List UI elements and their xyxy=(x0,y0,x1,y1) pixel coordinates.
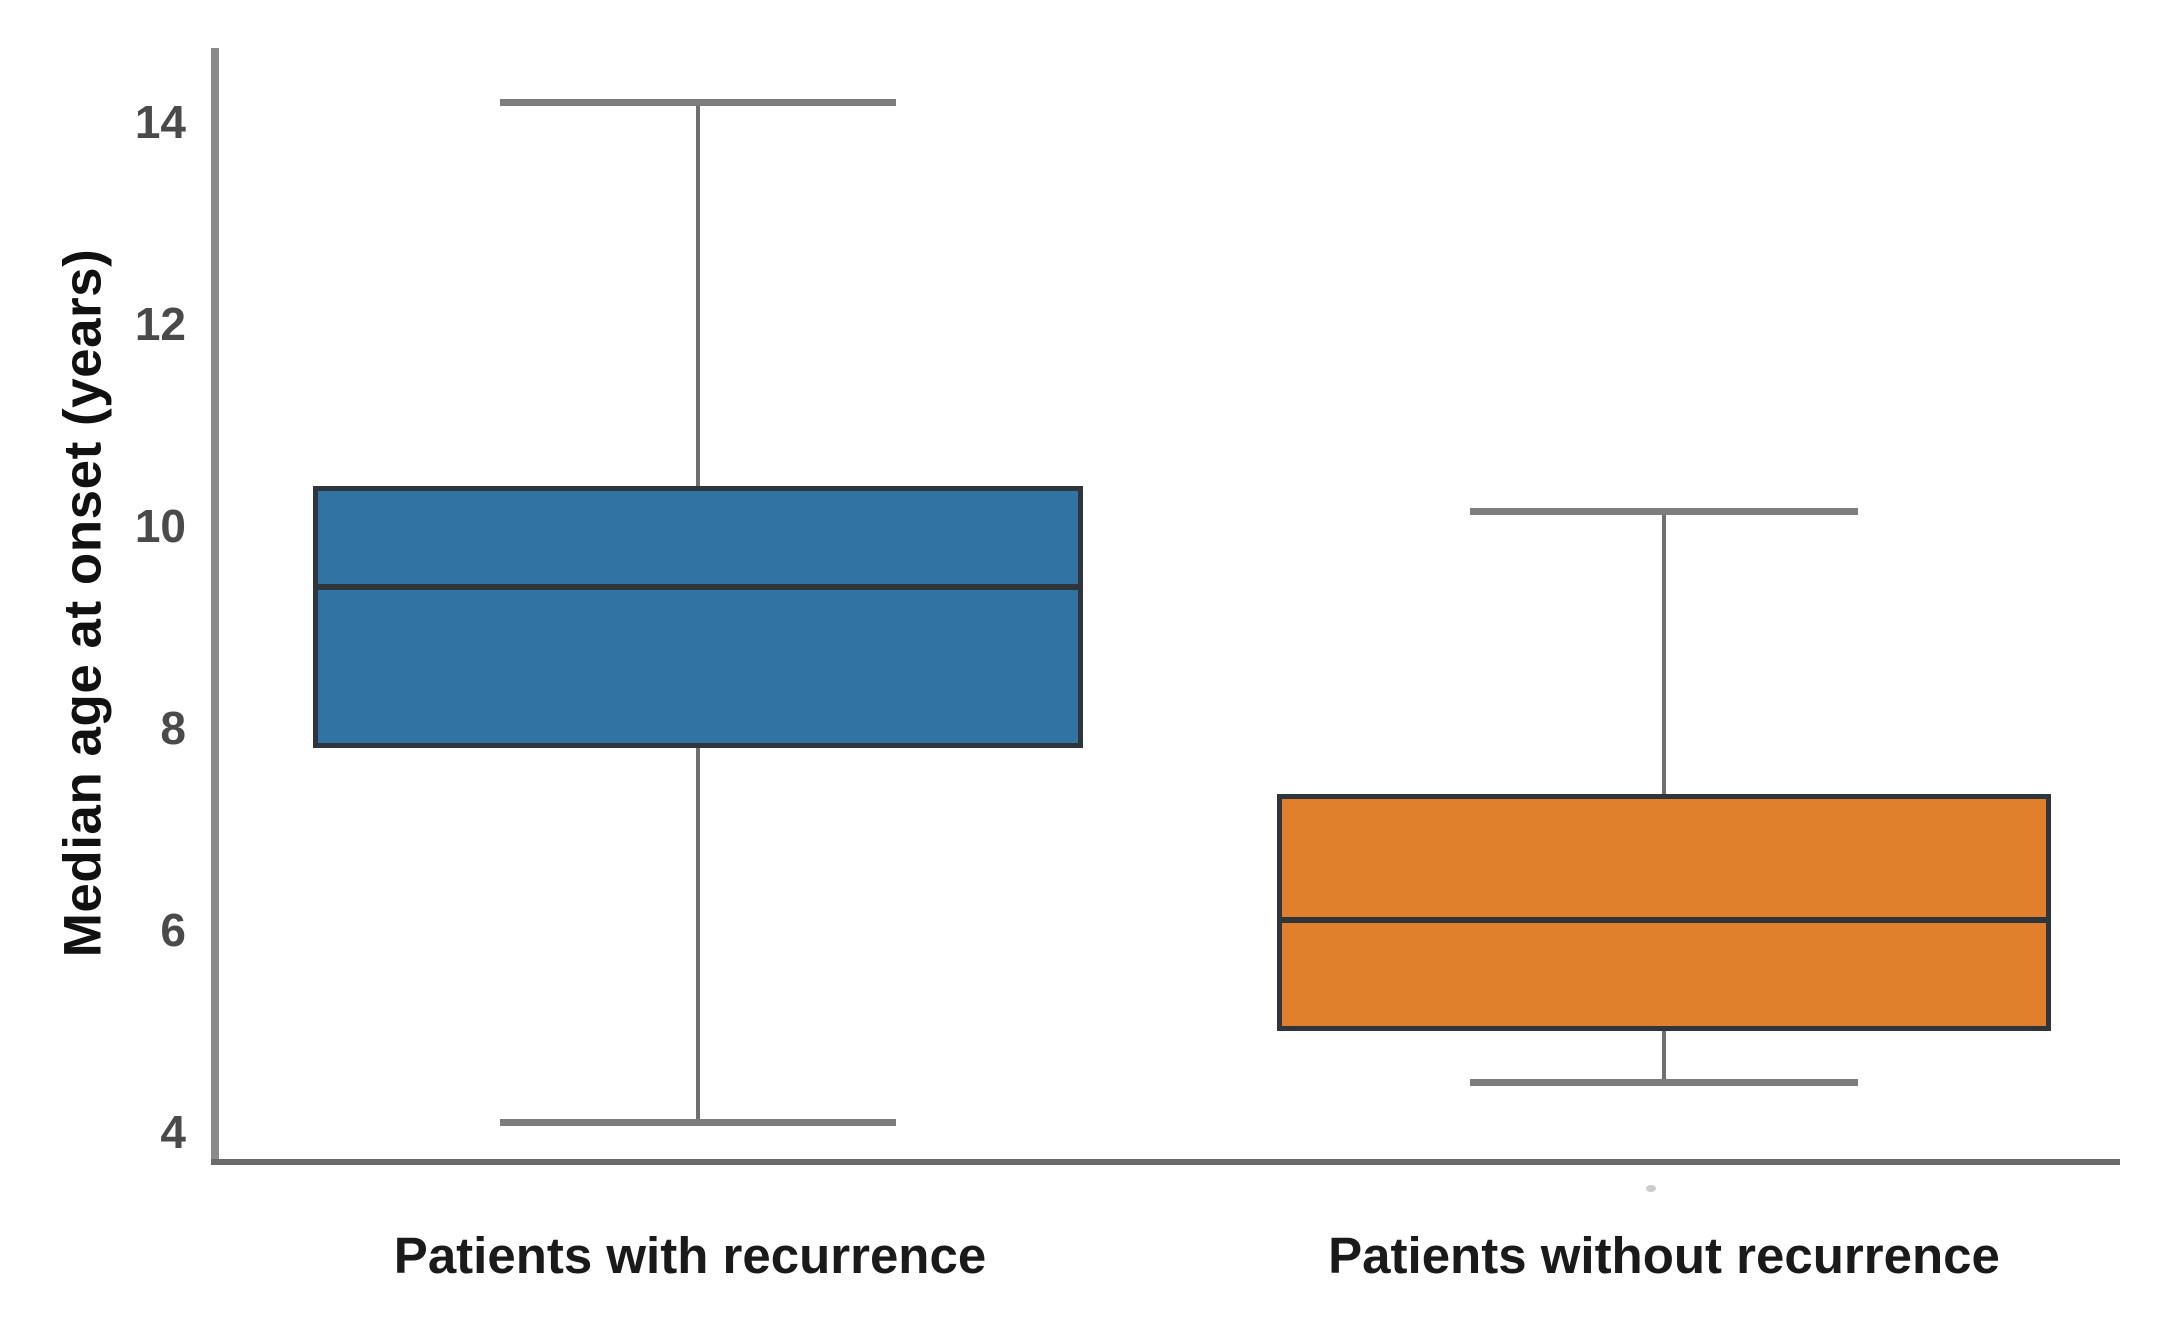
y-axis-line xyxy=(211,48,219,1165)
box-rect xyxy=(313,485,1083,749)
y-tick-label: 6 xyxy=(160,904,186,956)
stray-mark xyxy=(1646,1185,1656,1192)
whisker-lower-line xyxy=(1662,1031,1666,1082)
whisker-cap-top xyxy=(500,98,896,106)
median-line xyxy=(313,583,1083,590)
x-category-label-with-recurrence: Patients with recurrence xyxy=(393,1227,987,1284)
y-tick-label: 10 xyxy=(134,500,186,552)
whisker-cap-bottom xyxy=(1470,1078,1858,1086)
x-axis-line xyxy=(211,1159,2120,1165)
whisker-upper-line xyxy=(696,101,700,486)
median-line xyxy=(1277,916,2051,923)
y-tick-label: 8 xyxy=(160,702,186,754)
whisker-lower-line xyxy=(696,748,700,1122)
whisker-cap-bottom xyxy=(500,1118,896,1126)
whisker-upper-line xyxy=(1662,510,1666,794)
y-axis-title: Median age at onset (years) xyxy=(53,248,113,958)
whisker-cap-top xyxy=(1470,507,1858,515)
x-category-label-without-recurrence: Patients without recurrence xyxy=(1328,1227,2000,1284)
y-tick-label: 12 xyxy=(134,298,186,350)
y-tick-label: 14 xyxy=(134,96,186,148)
box-rect xyxy=(1277,793,2051,1031)
y-tick-label: 4 xyxy=(160,1106,186,1158)
